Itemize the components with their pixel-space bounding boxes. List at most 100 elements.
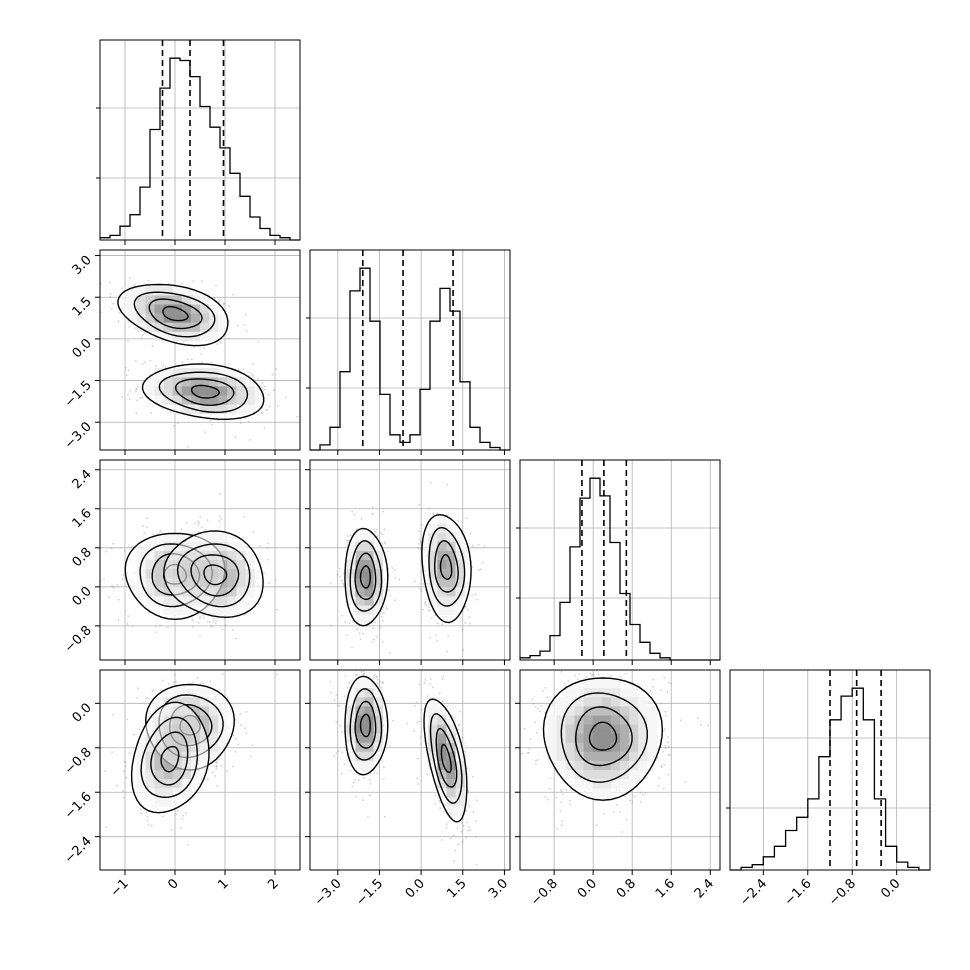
scatter-point — [428, 606, 430, 608]
scatter-point — [388, 652, 391, 654]
scatter-point — [649, 690, 652, 693]
scatter-point — [362, 670, 365, 673]
scatter-point — [267, 558, 269, 561]
scatter-point — [117, 320, 120, 323]
scatter-point — [528, 748, 531, 750]
scatter-point — [432, 512, 435, 515]
scatter-point — [135, 412, 138, 415]
scatter-point — [264, 385, 266, 388]
scatter-point — [589, 672, 592, 675]
contour-line — [162, 306, 189, 322]
scatter-point — [429, 610, 431, 612]
x-tick-label: −1 — [108, 876, 132, 900]
axes-frame — [99, 39, 301, 241]
scatter-point — [556, 827, 559, 830]
scatter-point — [431, 617, 433, 619]
scatter-point — [199, 615, 202, 618]
gridlines — [310, 250, 510, 450]
contour-line — [560, 692, 649, 783]
scatter-point — [197, 520, 199, 523]
scatter-point — [234, 435, 237, 438]
scatter-point — [534, 763, 537, 765]
scatter-point — [218, 520, 221, 522]
scatter-point — [116, 784, 118, 787]
scatter-point — [216, 785, 219, 787]
scatter-point — [329, 582, 332, 585]
scatter-point — [104, 770, 107, 772]
scatter-point — [436, 640, 439, 642]
scatter-point — [176, 809, 179, 812]
scatter-point — [199, 617, 201, 619]
scatter-point — [438, 692, 441, 695]
scatter-point — [360, 518, 363, 520]
scatter-point — [373, 676, 375, 678]
scatter-point — [369, 783, 372, 785]
scatter-point — [159, 624, 161, 627]
contour-line — [133, 291, 216, 338]
scatter-point — [128, 326, 131, 328]
scatter-point — [211, 624, 214, 627]
scatter-point — [610, 664, 612, 666]
density-layer — [100, 277, 299, 448]
scatter-point — [220, 518, 223, 520]
scatter-point — [375, 528, 378, 531]
scatter-point — [464, 751, 467, 753]
contour-line — [423, 698, 468, 823]
scatter-point — [415, 701, 418, 704]
scatter-point — [426, 773, 429, 776]
scatter-point — [192, 626, 195, 628]
contour-line — [190, 384, 220, 399]
scatter-point — [235, 719, 238, 721]
scatter-point — [213, 296, 216, 299]
scatter-point — [560, 824, 563, 827]
scatter-point — [209, 680, 212, 683]
scatter-point — [464, 605, 467, 608]
density-layer — [104, 670, 278, 846]
scatter-point — [388, 589, 391, 591]
scatter-point — [117, 598, 120, 601]
scatter-point — [465, 836, 468, 839]
scatter-point — [383, 542, 386, 545]
scatter-point — [347, 539, 350, 542]
scatter-point — [267, 393, 270, 396]
scatter-point — [234, 750, 237, 753]
scatter-point — [668, 745, 670, 748]
scatter-point — [664, 745, 667, 747]
scatter-point — [561, 793, 564, 796]
scatter-point — [461, 736, 464, 739]
scatter-point — [243, 614, 246, 616]
contour-line — [575, 706, 633, 767]
scatter-point — [417, 783, 420, 785]
scatter-point — [232, 293, 235, 296]
scatter-point — [162, 365, 165, 367]
scatter-point — [436, 622, 439, 625]
scatter-point — [349, 769, 352, 772]
scatter-point — [441, 623, 444, 626]
scatter-point — [243, 324, 246, 326]
scatter-point — [475, 820, 478, 823]
scatter-point — [211, 771, 214, 773]
scatter-point — [424, 679, 427, 681]
scatter-point — [214, 775, 217, 777]
scatter-point — [337, 750, 340, 753]
scatter-point — [372, 627, 375, 630]
scatter-point — [371, 641, 374, 643]
scatter-point — [237, 368, 240, 371]
panel-background — [310, 460, 510, 660]
scatter-point — [169, 411, 172, 414]
scatter-point — [535, 731, 538, 734]
scatter-point — [121, 287, 123, 290]
scatter-point — [215, 762, 218, 765]
scatter-point — [380, 686, 383, 689]
scatter-point — [147, 824, 150, 826]
scatter-point — [429, 678, 432, 680]
scatter-point — [432, 686, 434, 689]
scatter-point — [434, 634, 437, 637]
scatter-point — [215, 765, 217, 768]
scatter-point — [543, 667, 545, 669]
scatter-point — [243, 727, 246, 730]
scatter-point — [107, 596, 110, 599]
x-tick-label: −1.5 — [353, 876, 386, 909]
scatter-point — [112, 542, 115, 545]
scatter-point — [420, 708, 423, 711]
